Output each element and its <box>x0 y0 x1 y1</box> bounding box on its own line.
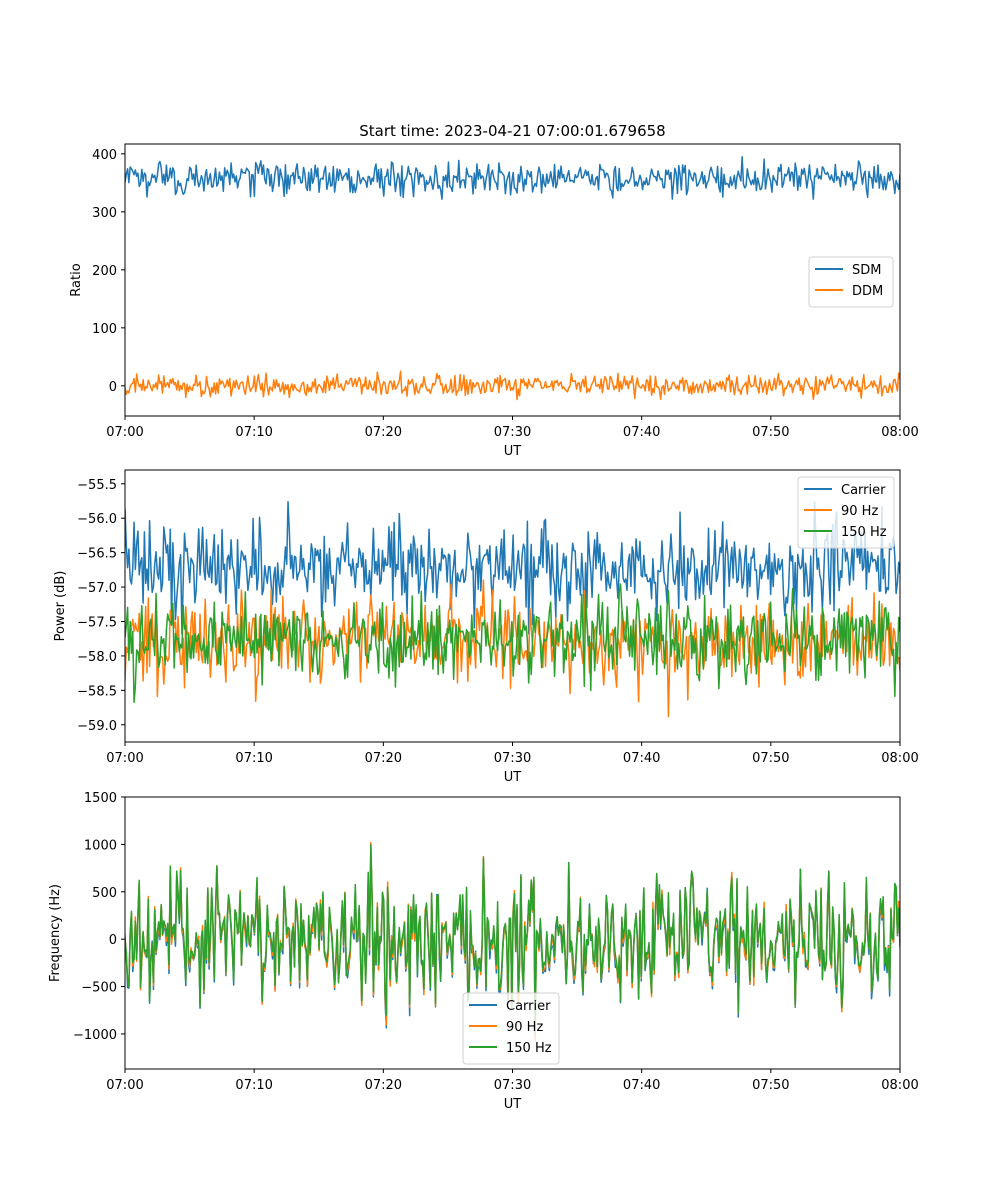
legend-label: 90 Hz <box>841 504 878 519</box>
series-line-ddm <box>125 370 900 401</box>
series-line-150-hz <box>125 583 900 704</box>
subplot-3: 07:00 07:10 07:20 07:30 07:40 07:50 08:00 UT 150… <box>48 791 919 1112</box>
x-tick-label: 07:50 <box>752 1078 789 1093</box>
legend: Carrier 90 Hz 150 Hz <box>462 992 560 1065</box>
y-tick-label: −58.0 <box>77 650 117 665</box>
legend-label: Carrier <box>841 483 886 498</box>
legend-label: 150 Hz <box>506 1041 552 1056</box>
y-tick-label: 1000 <box>84 838 117 853</box>
legend-label: 150 Hz <box>841 525 887 540</box>
legend-label: SDM <box>852 263 881 278</box>
x-tick-label: 07:00 <box>106 1078 143 1093</box>
subplot-1: Start time: 2023-04-21 07:00:01.679658 07… <box>69 122 919 459</box>
series-group <box>125 500 900 718</box>
series-line-sdm <box>125 156 900 200</box>
x-tick-label: 08:00 <box>881 1078 918 1093</box>
y-tick-label: −55.5 <box>77 478 117 493</box>
y-tick-label: 0 <box>109 933 117 948</box>
y-tick-label: −58.5 <box>77 684 117 699</box>
x-tick-label: 07:40 <box>623 425 660 440</box>
x-tick-label: 07:50 <box>752 425 789 440</box>
x-tick-label: 07:30 <box>494 751 531 766</box>
series-group <box>125 841 900 1043</box>
y-tick-label: 100 <box>92 322 117 337</box>
y-tick-label: 500 <box>92 886 117 901</box>
series-line-carrier <box>125 500 900 635</box>
x-tick-label: 07:10 <box>235 1078 272 1093</box>
y-tick-label: 400 <box>92 148 117 163</box>
series-group <box>125 156 900 401</box>
y-axis-label: Power (dB) <box>53 571 68 642</box>
x-axis-label: UT <box>504 444 522 459</box>
legend-label: Carrier <box>506 999 551 1014</box>
x-tick-label: 07:20 <box>365 1078 402 1093</box>
x-tick-label: 07:50 <box>752 751 789 766</box>
x-tick-label: 07:10 <box>235 751 272 766</box>
x-tick-label: 07:30 <box>494 425 531 440</box>
y-tick-label: −56.5 <box>77 547 117 562</box>
x-tick-label: 07:20 <box>365 751 402 766</box>
y-tick-label: −57.5 <box>77 615 117 630</box>
x-tick-label: 07:00 <box>106 751 143 766</box>
x-tick-label: 07:40 <box>623 1078 660 1093</box>
y-tick-label: 200 <box>92 264 117 279</box>
legend-label: 90 Hz <box>506 1020 543 1035</box>
x-tick-label: 08:00 <box>881 751 918 766</box>
x-tick-label: 07:00 <box>106 425 143 440</box>
y-tick-label: −500 <box>81 981 117 996</box>
y-axis-label: Ratio <box>69 263 84 296</box>
y-tick-label: −59.0 <box>77 719 117 734</box>
y-tick-label: 0 <box>109 380 117 395</box>
x-axis-label: UT <box>504 770 522 785</box>
y-tick-label: −1000 <box>73 1028 117 1043</box>
x-tick-label: 07:40 <box>623 751 660 766</box>
x-axis-label: UT <box>504 1097 522 1112</box>
y-axis-label: Frequency (Hz) <box>48 884 63 982</box>
x-tick-label: 07:20 <box>365 425 402 440</box>
legend-label: DDM <box>852 284 883 299</box>
x-tick-label: 07:10 <box>235 425 272 440</box>
y-tick-label: 1500 <box>84 791 117 806</box>
subplot-2: 07:00 07:10 07:20 07:30 07:40 07:50 08:00 UT −55… <box>53 469 919 785</box>
x-tick-label: 07:30 <box>494 1078 531 1093</box>
x-tick-label: 08:00 <box>881 425 918 440</box>
legend: SDM DDM <box>808 256 894 308</box>
subplot-title: Start time: 2023-04-21 07:00:01.679658 <box>359 122 665 140</box>
legend: Carrier 90 Hz 150 Hz <box>797 476 895 549</box>
y-tick-label: 300 <box>92 206 117 221</box>
y-tick-label: −57.0 <box>77 581 117 596</box>
series-line-150-hz <box>125 843 900 1034</box>
y-tick-label: −56.0 <box>77 512 117 527</box>
